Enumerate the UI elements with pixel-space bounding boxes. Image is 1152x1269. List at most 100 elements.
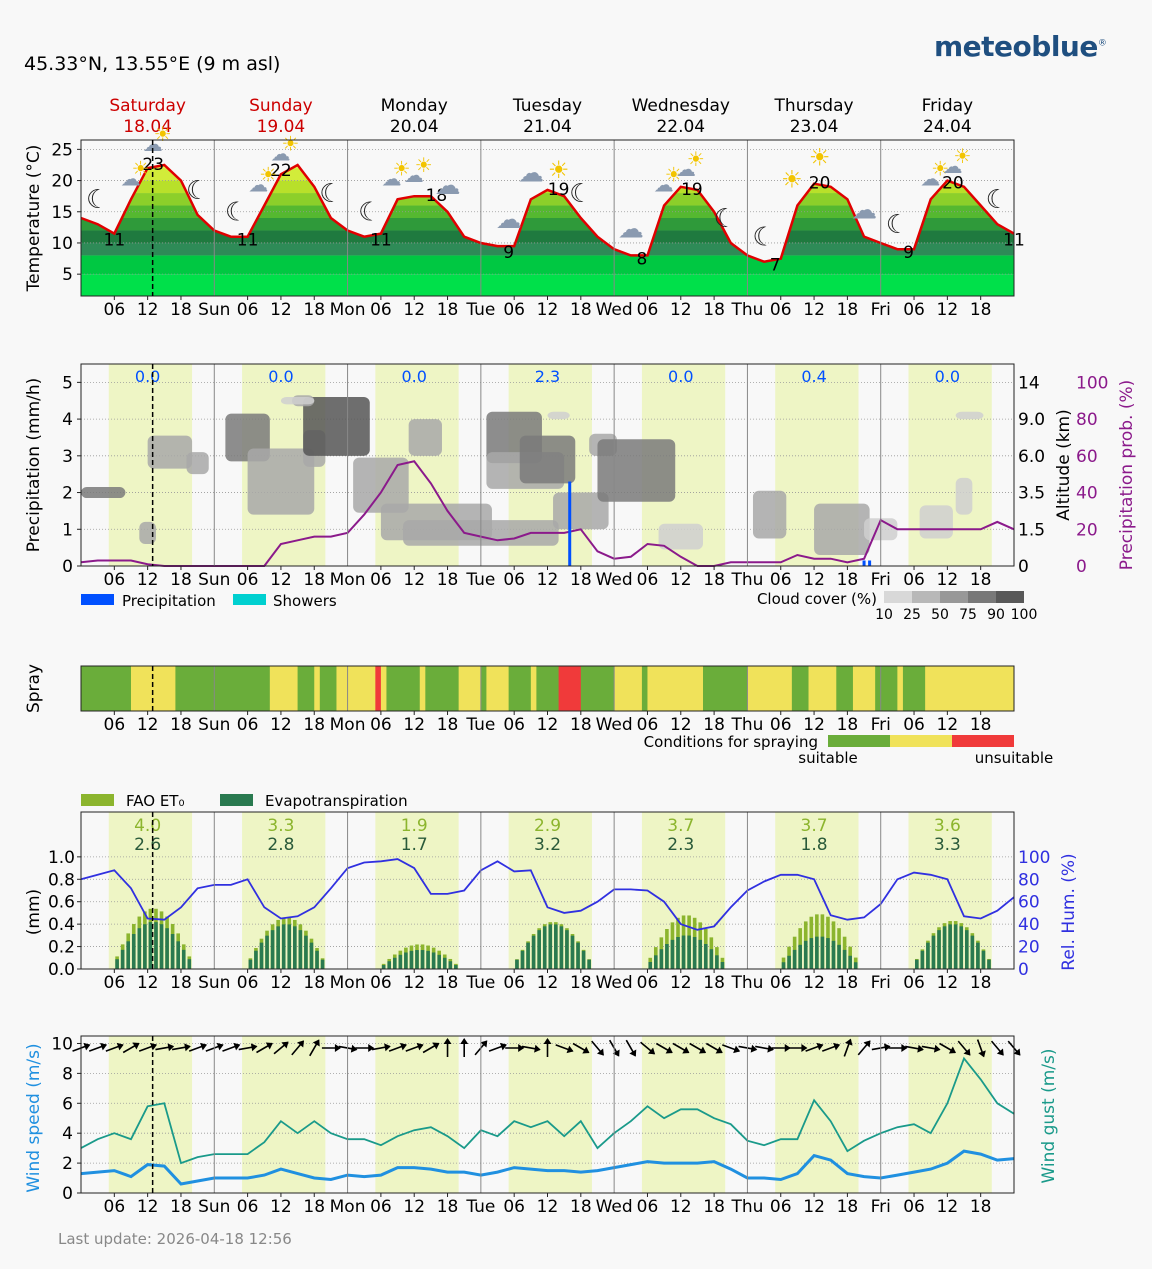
evapotranspiration-bar	[131, 933, 136, 969]
spray-segment	[530, 666, 537, 711]
temperature-line	[80, 163, 1015, 263]
humidity-tick-label: 80	[1018, 870, 1040, 890]
sun-icon: ☀	[259, 163, 277, 187]
x-hour-label: 06	[503, 973, 525, 993]
x-hour-label: 18	[570, 973, 592, 993]
evapotranspiration-bar	[815, 936, 819, 969]
y-axis-title: Wind speed (m/s)	[24, 1043, 44, 1192]
wind-direction-arrow	[655, 1042, 673, 1054]
daylight-band	[908, 1036, 992, 1193]
x-hour-label: 18	[570, 715, 592, 735]
cloud-cover-swatch	[996, 591, 1024, 603]
daylight-band	[641, 1036, 726, 1193]
spray-legend-unsuitable-label: unsuitable	[975, 749, 1054, 767]
x-day-label: Tue	[465, 973, 495, 993]
x-hour-label: 12	[937, 300, 959, 320]
cloud-cover-level-label: 50	[931, 607, 949, 623]
y-tick-label: 2	[62, 1154, 73, 1174]
y-axis-title: Spray	[24, 664, 44, 713]
x-hour-label: 18	[303, 715, 325, 735]
x-hour-label: 18	[837, 973, 859, 993]
y-tick-label: 25	[51, 140, 73, 160]
moon-icon: ☾	[86, 185, 109, 215]
wind-direction-arrow	[543, 1038, 552, 1057]
meteoblue-logo[interactable]: meteoblue®	[934, 30, 1107, 63]
x-day-label: Fri	[871, 715, 891, 735]
evapotranspiration-bar	[581, 950, 586, 969]
day-name-label: Wednesday	[632, 96, 730, 116]
day-name-label: Thursday	[774, 96, 854, 116]
spray-segment	[347, 666, 376, 711]
cloud-icon: ☁	[618, 214, 644, 244]
evapotranspiration-bar	[959, 926, 964, 969]
spray-segment	[380, 666, 387, 711]
x-hour-label: 06	[370, 973, 392, 993]
daily-evapotranspiration: 1.7	[401, 835, 428, 855]
x-day-label: Fri	[871, 973, 891, 993]
cloud-cover-area	[553, 492, 609, 530]
x-hour-label: 06	[370, 570, 392, 590]
x-hour-label: 12	[403, 715, 425, 735]
cloud-cover-legend-title: Cloud cover (%)	[757, 590, 877, 608]
evapotranspiration-bar	[687, 935, 691, 969]
day-date-label: 22.04	[656, 117, 705, 137]
wind-direction-arrow	[705, 1042, 723, 1054]
cloud-cover-level-label: 25	[903, 607, 921, 623]
arrow-head	[647, 1047, 656, 1055]
evapotranspiration-bar	[126, 941, 131, 969]
arrow-head	[978, 1050, 986, 1058]
evapotranspiration-bar	[837, 944, 841, 969]
x-hour-label: 18	[170, 300, 192, 320]
probability-tick-label: 0	[1076, 557, 1087, 577]
wind-direction-arrow	[309, 1039, 320, 1057]
x-day-label: Thu	[730, 973, 763, 993]
wind-direction-arrow	[788, 1044, 808, 1052]
legend-evapotranspiration-label: Evapotranspiration	[265, 792, 408, 810]
cloud-cover-area	[597, 439, 676, 502]
x-hour-label: 12	[670, 973, 692, 993]
wind-speed-line	[80, 1149, 1015, 1186]
spray-segment	[580, 666, 615, 711]
wind-direction-arrow	[460, 1038, 469, 1057]
arrow-head	[963, 1048, 971, 1056]
x-hour-label: 06	[503, 300, 525, 320]
arrow-head	[499, 1042, 507, 1051]
x-hour-label: 18	[437, 300, 459, 320]
evapotranspiration-bar	[426, 950, 430, 969]
x-hour-label: 06	[104, 300, 126, 320]
arrow-head	[698, 1046, 707, 1054]
probability-axis-title: Precipitation prob. (%)	[1117, 380, 1137, 571]
evapotranspiration-bar	[559, 926, 564, 969]
x-day-label: Fri	[871, 300, 891, 320]
daily-evapotranspiration: 2.8	[267, 835, 294, 855]
x-hour-label: 06	[770, 570, 792, 590]
x-hour-label: 12	[537, 973, 559, 993]
y-tick-label: 1	[62, 520, 73, 540]
min-temp-label: 11	[104, 231, 126, 251]
cloud-icon: ☁	[920, 166, 940, 190]
arrow-head	[863, 1040, 871, 1048]
x-hour-label: 12	[270, 300, 292, 320]
x-hour-label: 06	[370, 300, 392, 320]
cloud-icon: ☁	[654, 173, 674, 197]
altitude-tick-label: 6.0	[1018, 447, 1045, 467]
spray-segment	[375, 666, 382, 711]
spray-segment	[214, 666, 271, 711]
evapotranspiration-bar	[165, 928, 169, 969]
y-tick-label: 4	[62, 410, 73, 430]
x-hour-label: 18	[703, 715, 725, 735]
x-hour-label: 18	[703, 300, 725, 320]
evapotranspiration-bar	[176, 941, 180, 969]
x-hour-label: 06	[370, 1197, 392, 1217]
x-hour-label: 12	[803, 973, 825, 993]
evapotranspiration-bar	[120, 949, 125, 969]
wind-direction-arrow	[672, 1042, 690, 1054]
x-hour-label: 12	[270, 1197, 292, 1217]
cloud-cover-area	[247, 448, 315, 515]
x-day-label: Sun	[198, 973, 230, 993]
daily-precip-total: 0.0	[668, 367, 693, 386]
arrow-head	[297, 1040, 305, 1048]
x-hour-label: 06	[637, 300, 659, 320]
evapotranspiration-bar	[415, 950, 419, 969]
